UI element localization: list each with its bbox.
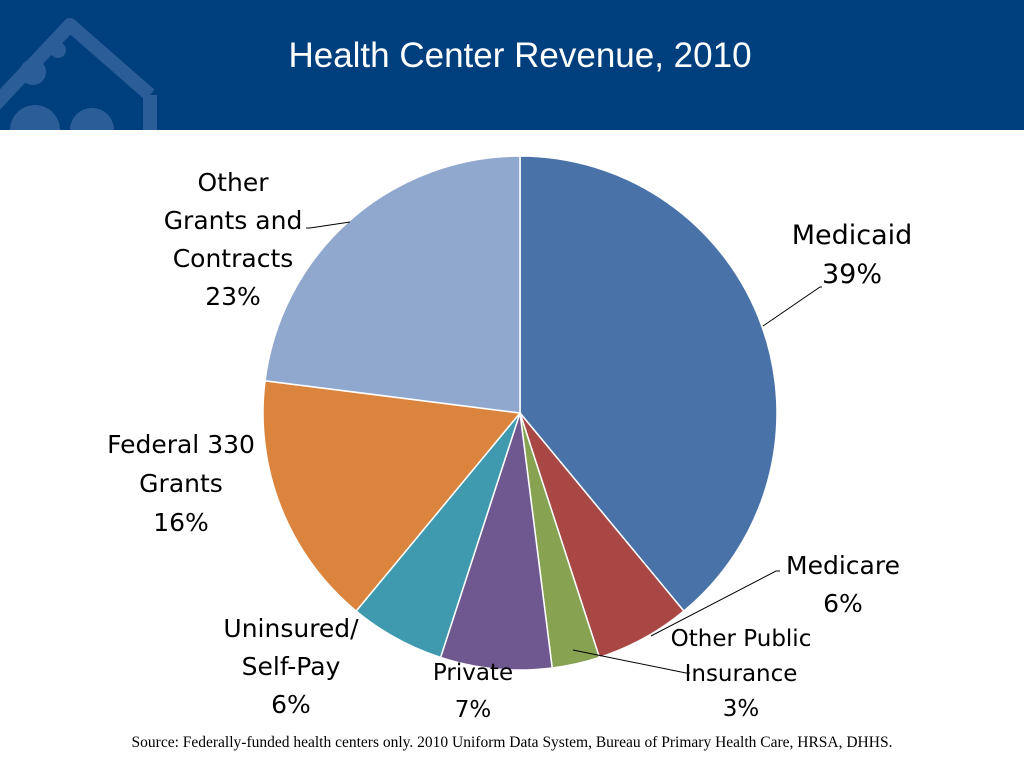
slice-label: Uninsured/Self-Pay 6% (223, 614, 359, 719)
slice-label: Medicare 6% (786, 551, 900, 618)
leader-line (762, 286, 822, 327)
slice-label: Medicaid 39% (792, 220, 913, 290)
leader-line (650, 570, 780, 637)
slice-label: Federal 330 Grants 16% (107, 430, 255, 537)
slice-label: Other Grants and Contracts 23% (164, 168, 303, 311)
house-logo-icon (0, 18, 157, 130)
pie-slice (519, 155, 778, 613)
leader-line (306, 221, 351, 229)
source-note: Source: Federally-funded health centers … (131, 734, 893, 751)
header-banner: Health Center Revenue, 2010 (0, 0, 1024, 130)
page-title: Health Center Revenue, 2010 (288, 36, 752, 75)
pie-slice (262, 379, 522, 613)
leader-line (572, 649, 690, 674)
slice-label: Private 7% (433, 660, 513, 723)
pie-slice (264, 155, 521, 414)
pie-slice (439, 412, 554, 671)
slice-label: Other Public Insurance 3% (671, 626, 812, 722)
